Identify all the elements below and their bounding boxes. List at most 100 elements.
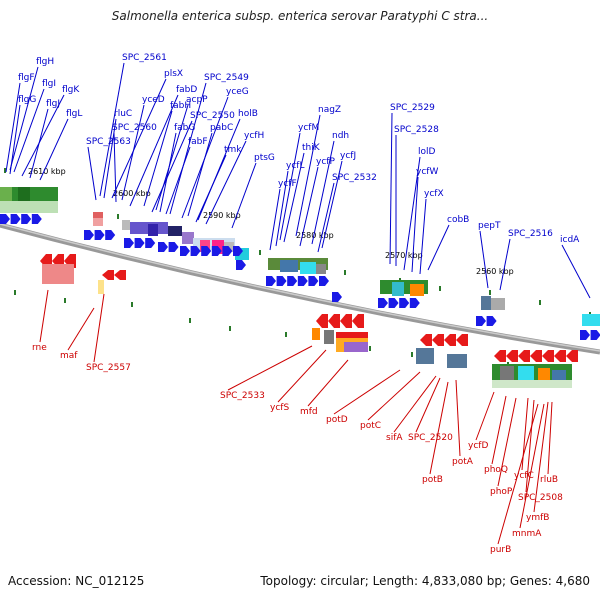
forward-leader-line <box>13 88 45 173</box>
forward-gene-label[interactable]: fabH <box>170 101 191 111</box>
forward-feature-blocks <box>0 187 600 326</box>
forward-leader-line <box>9 104 21 175</box>
forward-gene-label[interactable]: ycfM <box>298 123 319 133</box>
genome-title: Salmonella enterica subsp. enterica sero… <box>111 9 489 23</box>
forward-gene-arrow <box>378 298 388 308</box>
reverse-leader-line <box>491 395 507 465</box>
genome-backbone <box>0 222 600 355</box>
reverse-leader-line <box>475 391 495 441</box>
forward-gene-arrow <box>124 238 134 248</box>
forward-gene-label[interactable]: flgL <box>66 109 82 119</box>
forward-gene-label[interactable]: plsX <box>164 69 183 79</box>
forward-leader-line <box>129 94 179 207</box>
reverse-gene-label[interactable]: ycfC <box>514 471 534 481</box>
forward-gene-arrow <box>211 246 222 256</box>
forward-leader-line <box>317 182 335 253</box>
forward-gene-label[interactable]: SPC_2563 <box>86 137 131 147</box>
reverse-leader-line <box>533 401 549 513</box>
forward-leader-line <box>269 188 281 251</box>
reverse-gene-label[interactable]: SPC_2533 <box>220 391 265 401</box>
reverse-leader-line <box>277 349 327 403</box>
reverse-gene-label[interactable]: potA <box>452 457 474 467</box>
forward-gene-label[interactable]: ycfF <box>278 179 297 189</box>
reverse-gene-label[interactable]: ycfS <box>270 403 289 413</box>
reverse-gene-label[interactable]: phoQ <box>484 465 508 475</box>
forward-leader-line <box>283 152 305 243</box>
forward-gene-label[interactable]: thiK <box>302 143 321 153</box>
forward-gene-label[interactable]: holB <box>238 109 258 119</box>
forward-gene-label[interactable]: ycfH <box>244 131 264 141</box>
forward-gene-label[interactable]: yceG <box>226 87 249 97</box>
reverse-gene-label[interactable]: rluB <box>540 475 558 485</box>
forward-gene-label[interactable]: yceD <box>142 95 165 105</box>
forward-gene-label[interactable]: nagZ <box>318 105 341 115</box>
reverse-gene-label[interactable]: mfd <box>300 407 318 417</box>
scale-label: 2580 kbp <box>296 231 334 240</box>
reverse-gene-label[interactable]: ycfD <box>468 441 488 451</box>
reverse-gene-label[interactable]: maf <box>60 351 78 361</box>
forward-gene-label[interactable]: icdA <box>560 235 580 245</box>
reverse-gene-label[interactable]: rne <box>32 343 47 353</box>
forward-gene-label[interactable]: flgK <box>62 85 80 95</box>
forward-gene-label[interactable]: lolD <box>418 147 436 157</box>
forward-gene-label[interactable]: rluC <box>114 109 132 119</box>
reverse-gene-label[interactable]: potD <box>326 415 348 425</box>
forward-gene-label[interactable]: SPC_2561 <box>122 53 167 63</box>
forward-gene-label[interactable]: pabC <box>210 123 233 133</box>
forward-gene-label[interactable]: acpP <box>186 95 208 105</box>
reverse-leader-line <box>333 369 401 415</box>
reverse-gene-label[interactable]: SPC_2508 <box>518 493 563 503</box>
forward-gene-arrow <box>409 298 420 308</box>
reverse-gene-label[interactable]: potB <box>422 475 443 485</box>
forward-gene-label[interactable]: pepT <box>478 221 501 231</box>
forward-gene-arrow <box>287 276 298 286</box>
forward-gene-label[interactable]: flgG <box>18 95 36 105</box>
forward-gene-label[interactable]: flgJ <box>46 99 60 109</box>
forward-gene-label[interactable]: tmk <box>224 145 242 155</box>
forward-gene-label[interactable]: SPC_2532 <box>332 173 377 183</box>
reverse-gene-label[interactable]: ymfB <box>526 513 549 523</box>
forward-gene-label[interactable]: flgF <box>18 73 35 83</box>
forward-gene-label[interactable]: ycfL <box>286 161 304 171</box>
forward-leader-line <box>299 166 319 247</box>
reverse-gene-label[interactable]: potC <box>360 421 381 431</box>
forward-leader-line <box>9 66 39 171</box>
forward-gene-label[interactable]: ycfW <box>416 167 438 177</box>
forward-gene-label[interactable]: SPC_2560 <box>112 123 157 133</box>
forward-gene-label[interactable]: ndh <box>332 131 349 141</box>
reverse-gene-arrow <box>456 334 468 346</box>
reverse-gene-label[interactable]: purB <box>490 545 511 555</box>
reverse-gene-label[interactable]: SPC_2557 <box>86 363 131 373</box>
forward-leader-line <box>39 118 69 181</box>
scale-label: 2570 kbp <box>385 251 423 260</box>
reverse-leader-line <box>521 397 529 471</box>
forward-gene-arrow <box>222 246 233 256</box>
forward-gene-label[interactable]: cobB <box>447 215 469 225</box>
reverse-gene-arrow <box>444 334 456 346</box>
reverse-gene-label[interactable]: phoP <box>490 487 513 497</box>
reverse-gene-label[interactable]: SPC_2520 <box>408 433 453 443</box>
forward-gene-label[interactable]: flgH <box>36 57 54 67</box>
forward-gene-label[interactable]: SPC_2528 <box>394 125 439 135</box>
forward-gene-label[interactable]: SPC_2516 <box>508 229 553 239</box>
forward-gene-label[interactable]: ycfJ <box>340 151 356 161</box>
forward-leader-line <box>231 162 257 229</box>
forward-leader-line <box>205 140 247 225</box>
forward-gene-arrow <box>145 238 156 248</box>
forward-gene-label[interactable]: SPC_2549 <box>204 73 249 83</box>
forward-gene-label[interactable]: ycfP <box>316 157 335 167</box>
forward-gene-label[interactable]: ycfX <box>424 189 444 199</box>
forward-gene-label[interactable]: fabF <box>188 137 208 147</box>
forward-gene-label[interactable]: SPC_2550 <box>190 111 235 121</box>
forward-gene-label[interactable]: ptsG <box>254 153 275 163</box>
forward-gene-label[interactable]: flgI <box>42 79 56 89</box>
forward-gene-arrow <box>94 230 105 240</box>
reverse-gene-label[interactable]: mnmA <box>512 529 542 539</box>
forward-gene-label[interactable]: fabD <box>176 85 197 95</box>
forward-gene-arrow <box>590 330 600 340</box>
forward-gene-label[interactable]: SPC_2529 <box>390 103 435 113</box>
forward-gene-arrow <box>236 260 246 270</box>
reverse-gene-label[interactable]: sifA <box>386 433 403 443</box>
forward-gene-label[interactable]: fabG <box>174 123 195 133</box>
reverse-gene-arrow <box>328 314 340 328</box>
